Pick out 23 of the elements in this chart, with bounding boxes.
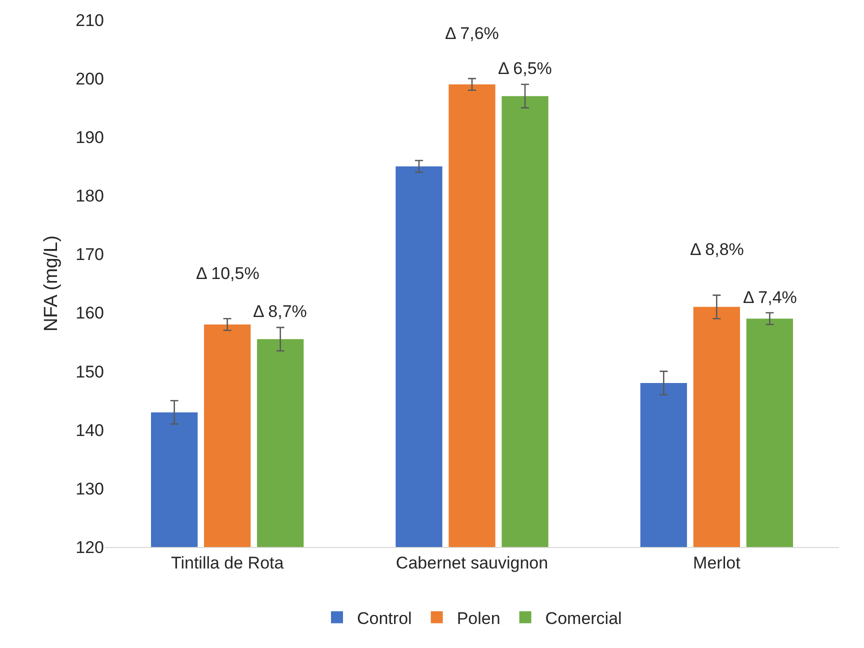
x-tick-label: Cabernet sauvignon (396, 553, 548, 572)
y-tick-label: 200 (76, 70, 104, 89)
annotation: Δ 8,8% (690, 240, 744, 259)
legend-label: Comercial (545, 608, 622, 628)
annotation: Δ 8,7% (253, 302, 307, 321)
y-tick-label: 190 (76, 128, 104, 148)
annotation: Δ 10,5% (196, 264, 260, 283)
y-tick-label: 130 (76, 479, 104, 498)
y-tick-label: 170 (76, 245, 104, 264)
legend-label: Control (357, 608, 412, 628)
y-tick-label: 180 (76, 186, 104, 206)
annotation: Δ 7,4% (743, 288, 797, 307)
x-tick-label: Tintilla de Rota (170, 553, 284, 572)
x-tick-label: Merlot (693, 553, 741, 572)
y-tick-label: 210 (76, 10, 104, 30)
y-tick-label: 120 (76, 538, 104, 557)
y-tick-label: 160 (76, 304, 104, 323)
y-axis-title: NFA (mg/L) (41, 235, 62, 332)
legend-label: Polen (456, 608, 500, 628)
y-tick-label: 140 (76, 420, 104, 440)
y-tick-label: 150 (76, 362, 104, 382)
annotation: Δ 6,5% (498, 59, 552, 78)
annotation: Δ 7,6% (445, 24, 499, 43)
